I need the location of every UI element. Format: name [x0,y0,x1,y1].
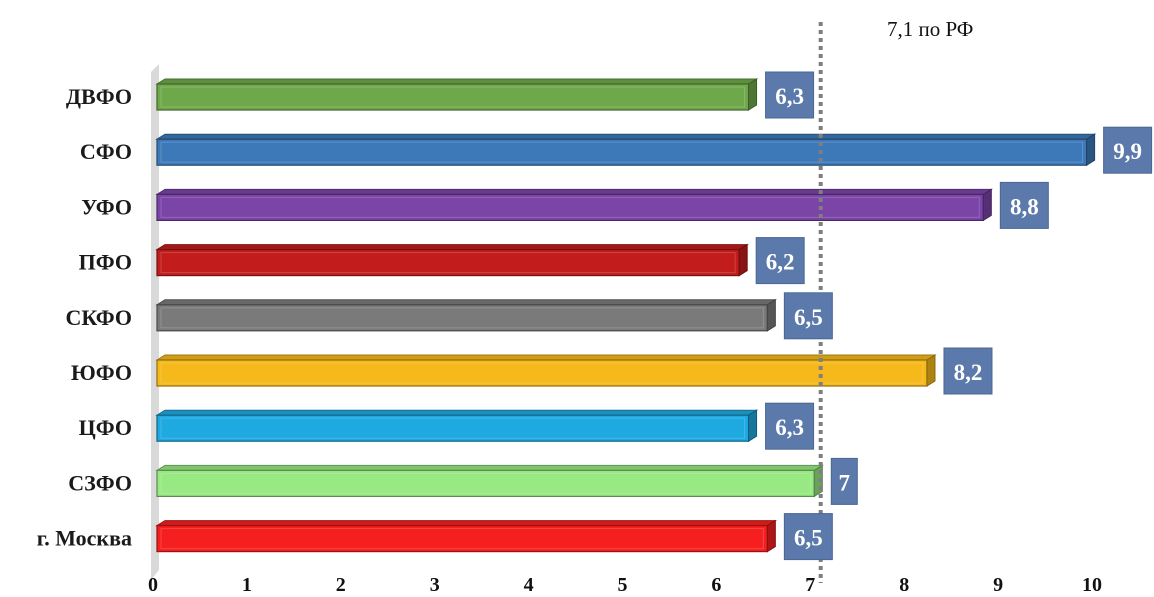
bar-highlight [160,362,924,384]
bar-end-face [738,243,748,277]
category-label: СКФО [66,305,132,330]
data-label: 9,9 [1103,126,1153,174]
x-tick-label: 3 [430,574,440,596]
bar-highlight [160,528,764,550]
data-label-box [999,181,1049,229]
bar-end-face [748,409,758,443]
data-label-box [830,457,858,505]
data-label-box [783,513,833,561]
category-label: ПФО [79,250,132,275]
bar [155,519,778,553]
data-label-box [755,237,805,285]
x-tick-label: 6 [711,574,721,596]
x-tick-label: 2 [336,574,346,596]
x-tick-label: 0 [148,574,158,596]
bar-end-face [766,519,776,553]
bar [155,188,994,222]
data-label-text: 9,9 [1113,139,1142,164]
category-label: СЗФО [68,470,132,495]
bar-highlight [160,196,980,218]
bar-highlight [160,86,746,108]
x-tick-label: 4 [524,574,534,596]
bar-end-face [926,354,936,387]
category-label: ЮФО [71,360,132,385]
bar-highlight [160,307,764,329]
data-label: 6,5 [783,513,833,561]
category-label: ЦФО [79,415,132,440]
x-tick-label: 10 [1082,574,1102,596]
data-label-box [783,292,833,340]
bar-end-face [748,78,758,111]
chart-back-wall [151,64,159,580]
bar-front-face [156,249,740,277]
bar [155,409,759,443]
bar-end-face [982,188,992,222]
x-tick-label: 5 [618,574,628,596]
bar-top-face [155,188,994,195]
data-label: 6,3 [765,402,815,450]
data-label-text: 7 [839,470,851,495]
bar-front-face [156,469,815,497]
bar-front-face [156,304,768,332]
bar-end-face [1086,133,1096,167]
bar-top-face [155,354,937,361]
bar-highlight [160,141,1084,163]
data-label-box [765,402,815,450]
bar-front-face [156,359,928,387]
bar-series [155,78,1097,553]
data-label-text: 6,3 [775,84,804,109]
category-label: ДВФО [66,84,132,109]
bar-top-face [155,409,759,416]
x-tick-label: 1 [242,574,252,596]
bar [155,298,778,332]
data-label-text: 8,8 [1010,194,1039,219]
category-label: СФО [80,139,132,164]
bar-front-face [156,524,768,553]
bar [155,464,825,498]
x-tick-label: 9 [993,574,1003,596]
data-label: 8,2 [943,347,993,395]
bar-front-face [156,193,984,221]
data-label: 6,2 [755,237,805,285]
category-label: УФО [81,194,132,219]
bar-top-face [155,299,778,306]
data-label: 7 [830,457,858,505]
data-label: 6,5 [783,292,833,340]
data-label-box [943,347,993,395]
bar-front-face [156,138,1088,166]
category-labels: ДВФО СФО УФО ПФО СКФО ЮФО ЦФО СЗФО г. Москва [37,84,132,551]
bar [155,243,749,277]
data-label-box [765,71,815,119]
data-label-text: 6,5 [794,305,823,330]
data-label: 6,3 [765,71,815,119]
data-label-text: 6,3 [775,415,804,440]
bar-highlight [160,252,736,274]
bar-top-face [155,464,825,471]
category-label: г. Москва [37,526,132,551]
bar-top-face [155,520,778,527]
bar-end-face [766,298,776,332]
data-label: 8,8 [999,181,1049,229]
bar-highlight [160,472,811,494]
x-axis-tick-labels: 0 1 2 3 4 5 6 7 8 9 10 [148,574,1102,596]
data-labels: 6,3 9,9 8,8 6,2 6,5 8,2 6,3 7 6,5 [755,71,1153,561]
bar-top-face [155,133,1097,140]
data-label-text: 8,2 [954,360,983,385]
bar [155,354,937,387]
bar-top-face [155,244,749,251]
data-label-text: 6,2 [766,250,795,275]
bar-front-face [156,83,750,111]
bar [155,78,759,111]
x-tick-label: 7 [805,574,815,596]
bar-highlight [160,417,746,439]
axis-wall [151,64,159,580]
bar [155,133,1097,167]
data-label-text: 6,5 [794,526,823,551]
reference-line-label: 7,1 по РФ [887,17,973,41]
bar-top-face [155,78,759,85]
data-label-box [1103,126,1153,174]
x-tick-label: 8 [899,574,909,596]
bar-front-face [156,414,750,442]
